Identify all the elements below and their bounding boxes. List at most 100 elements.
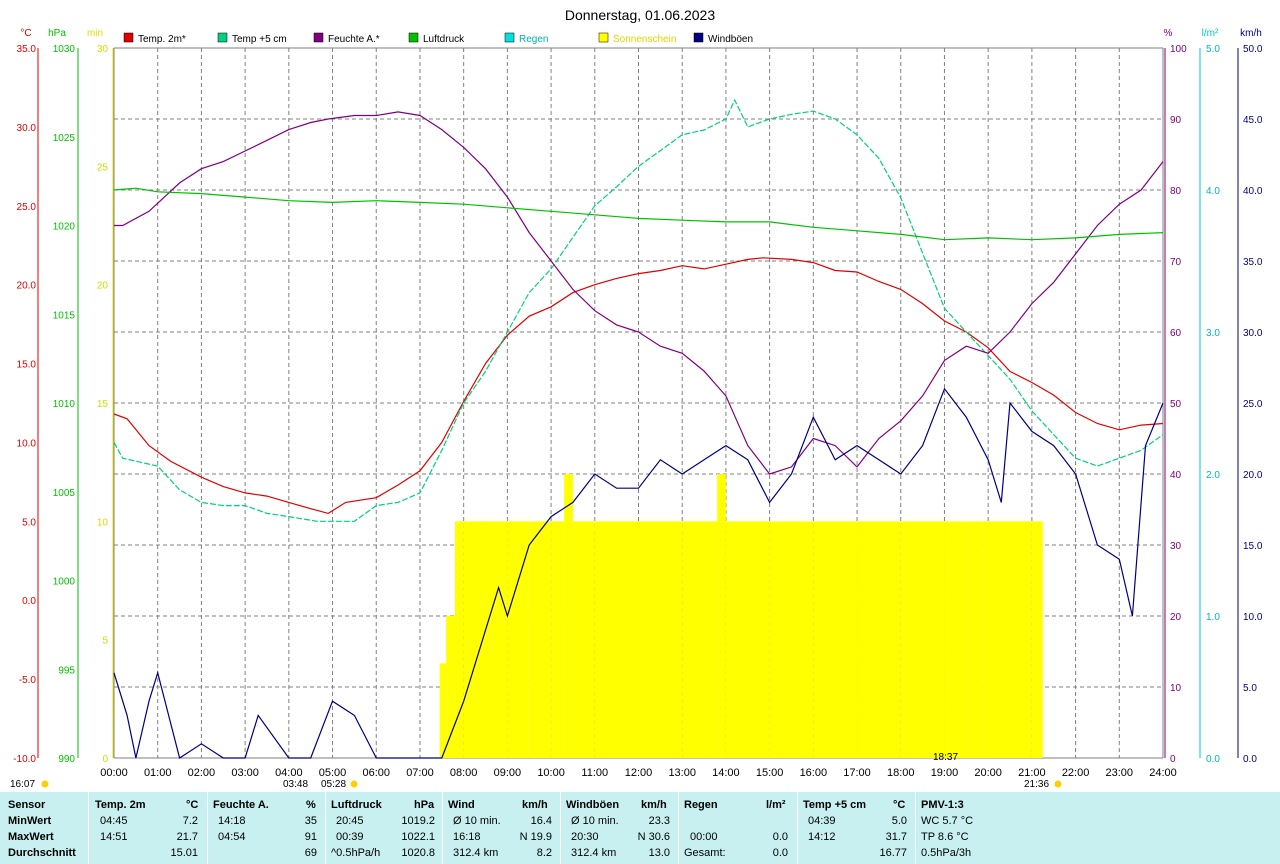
x-tick-label: 05:00 bbox=[319, 767, 347, 779]
axis-tick-label: 30.0 bbox=[17, 123, 37, 134]
pmv-avg: 0.5hPa/3h bbox=[921, 847, 972, 859]
luftdruck-max-time: 00:39 bbox=[336, 831, 364, 843]
axis-tick-label: 1010 bbox=[53, 399, 76, 410]
regen-header: Regen bbox=[684, 799, 718, 811]
pmv-header: PMV-1:3 bbox=[921, 799, 964, 811]
regen-max-time: 00:00 bbox=[690, 831, 718, 843]
x-tick-label: 09:00 bbox=[494, 767, 522, 779]
legend-label: Feuchte A.* bbox=[328, 34, 380, 45]
rain-unit-label: l/m² bbox=[1202, 28, 1219, 39]
axis-tick-label: 10 bbox=[1170, 683, 1182, 694]
x-tick-label: 02:00 bbox=[188, 767, 216, 779]
x-tick-label: 08:00 bbox=[450, 767, 478, 779]
sunset-marker: 21:36 bbox=[1024, 779, 1049, 790]
sunshine-bar bbox=[446, 616, 455, 758]
axis-tick-label: 30 bbox=[1170, 541, 1182, 552]
table-divider bbox=[325, 792, 326, 864]
pmv-max: TP 8.6 °C bbox=[921, 831, 969, 843]
regen-total: 0.0 bbox=[772, 847, 788, 859]
axis-tick-label: 0.0 bbox=[1243, 754, 1257, 765]
legend-swatch bbox=[693, 32, 704, 43]
windboen-header: Windböen bbox=[566, 799, 620, 811]
row-label-avg: Durchschnitt bbox=[8, 847, 76, 859]
table-divider bbox=[915, 792, 916, 864]
axis-tick-label: 0 bbox=[102, 754, 108, 765]
wind-unit: km/h bbox=[522, 799, 548, 811]
table-divider bbox=[88, 792, 89, 864]
axis-tick-label: 40 bbox=[1170, 470, 1182, 481]
x-tick-label: 21:00 bbox=[1018, 767, 1046, 779]
axis-tick-label: 25 bbox=[97, 162, 109, 173]
axis-tick-label: 35.0 bbox=[1243, 257, 1263, 268]
temp5-max: 31.7 bbox=[885, 831, 907, 843]
feuchte-min: 35 bbox=[304, 815, 317, 827]
time-markers: 16:07 03:48 05:28 18:37 21:36 bbox=[10, 752, 1062, 790]
axis-tick-label: 80 bbox=[1170, 186, 1182, 197]
legend-label: Luftdruck bbox=[423, 34, 465, 45]
axis-tick-label: 60 bbox=[1170, 328, 1182, 339]
sunshine-bar bbox=[900, 521, 945, 758]
axis-tick-label: 1000 bbox=[53, 577, 76, 588]
sunshine-bar bbox=[572, 521, 595, 758]
chart-title: Donnerstag, 01.06.2023 bbox=[565, 7, 715, 23]
sunshine-bar bbox=[769, 521, 814, 758]
axis-tick-label: 40.0 bbox=[1243, 186, 1263, 197]
x-tick-label: 06:00 bbox=[362, 767, 390, 779]
astro-marker: 18:37 bbox=[933, 752, 958, 763]
legend-swatch bbox=[123, 32, 134, 43]
row-label-min: MinWert bbox=[8, 815, 52, 827]
sunshine-bar bbox=[857, 521, 901, 758]
windboen-min: 23.3 bbox=[648, 815, 670, 827]
axis-tick-label: 1025 bbox=[53, 133, 76, 144]
feuchte-unit: % bbox=[306, 799, 316, 811]
regen-unit: l/m² bbox=[766, 799, 786, 811]
temp5-header: Temp +5 cm bbox=[803, 799, 867, 811]
sunrise-icon bbox=[350, 780, 358, 788]
axis-tick-label: 10.0 bbox=[1243, 612, 1263, 623]
sunshine-bar bbox=[463, 521, 486, 758]
windboen-unit: km/h bbox=[641, 799, 667, 811]
axis-tick-label: 1015 bbox=[53, 310, 76, 321]
axes: 35.0 30.0 25.0 20.0 15.0 10.0 5.0 0.0 -5.0 -10.0 1… bbox=[13, 44, 1263, 779]
series-lines bbox=[113, 98, 1164, 759]
axis-tick-label: 4.0 bbox=[1206, 186, 1220, 197]
series-line bbox=[113, 387, 1164, 759]
axis-tick-label: 995 bbox=[58, 665, 75, 676]
axis-tick-label: 15.0 bbox=[1243, 541, 1263, 552]
pmv-min: WC 5.7 °C bbox=[921, 815, 974, 827]
legend-swatch bbox=[313, 32, 324, 43]
sunshine-bar bbox=[1031, 521, 1041, 758]
x-tick-label: 19:00 bbox=[931, 767, 959, 779]
axis-tick-label: 30.0 bbox=[1243, 328, 1263, 339]
humidity-unit-label: % bbox=[1164, 28, 1173, 39]
sunrise-marker: 05:28 bbox=[321, 779, 346, 790]
table-divider bbox=[442, 792, 443, 864]
x-tick-label: 24:00 bbox=[1149, 767, 1177, 779]
sun-unit-label: min bbox=[87, 28, 103, 39]
temp-unit-label: °C bbox=[20, 28, 31, 39]
legend-label: Windböen bbox=[708, 34, 753, 45]
axis-tick-label: 15 bbox=[97, 399, 109, 410]
sunshine-bar bbox=[813, 521, 858, 758]
legend-swatch bbox=[408, 32, 419, 43]
axis-tick-label: 20.0 bbox=[1243, 470, 1263, 481]
sunset-icon bbox=[1054, 780, 1062, 788]
table-divider bbox=[560, 792, 561, 864]
series-line bbox=[114, 111, 1164, 475]
windboen-distance: 312.4 km bbox=[571, 847, 617, 859]
feuchte-min-time: 14:18 bbox=[218, 815, 246, 827]
x-tick-label: 23:00 bbox=[1106, 767, 1134, 779]
legend-label: Regen bbox=[519, 34, 548, 45]
legend-label: Temp. 2m* bbox=[138, 34, 186, 45]
axis-tick-label: 0.0 bbox=[1206, 754, 1220, 765]
feuchte-max-time: 04:54 bbox=[218, 831, 246, 843]
luftdruck-min: 1019.2 bbox=[401, 815, 435, 827]
sunshine-bar bbox=[944, 521, 967, 758]
axis-tick-label: 100 bbox=[1170, 44, 1187, 55]
sunshine-bars bbox=[439, 474, 1043, 758]
wind-distance: 312.4 km bbox=[453, 847, 499, 859]
x-tick-label: 22:00 bbox=[1062, 767, 1090, 779]
luftdruck-min-time: 20:45 bbox=[336, 815, 364, 827]
axis-tick-label: 0 bbox=[1170, 754, 1176, 765]
row-label-max: MaxWert bbox=[8, 831, 54, 843]
